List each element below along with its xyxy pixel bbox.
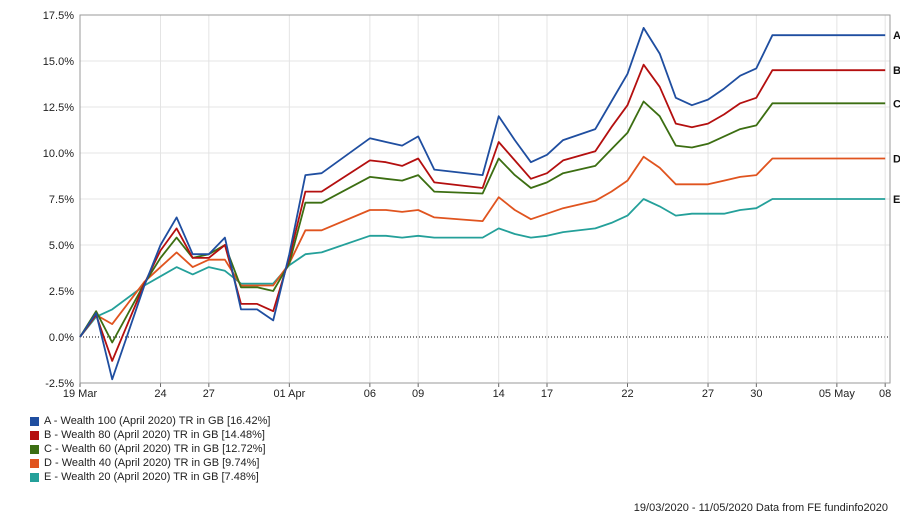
chart-legend: A - Wealth 100 (April 2020) TR in GB [16… [30,414,270,484]
series-end-label: A [893,30,900,42]
y-tick-label: 5.0% [49,240,74,252]
legend-swatch [30,458,39,468]
x-tick-label: 06 [364,388,376,400]
x-tick-label: 05 May [819,388,856,400]
series-end-label: C [893,98,900,110]
y-tick-label: 15.0% [43,56,74,68]
legend-label: B - Wealth 80 (April 2020) TR in GB [14.… [44,429,265,441]
legend-swatch [30,430,39,440]
x-tick-label: 09 [412,388,424,400]
series-line-d [79,155,886,338]
series-line-a [79,26,886,381]
legend-label: C - Wealth 60 (April 2020) TR in GB [12.… [44,443,266,455]
legend-item: B - Wealth 80 (April 2020) TR in GB [14.… [30,428,270,442]
y-tick-label: -2.5% [45,378,74,390]
y-tick-label: 17.5% [43,10,74,22]
legend-item: A - Wealth 100 (April 2020) TR in GB [16… [30,414,270,428]
x-tick-label: 27 [203,388,215,400]
legend-swatch [30,444,39,454]
data-source-footer: 19/03/2020 - 11/05/2020 Data from FE fun… [633,502,888,514]
y-tick-label: 10.0% [43,148,74,160]
series-end-label: E [893,194,900,206]
line-chart: -2.5% 0.0% 2.5% 5.0% 7.5% 10.0% 12.5% 15.0% 17.5… [43,10,900,400]
legend-label: D - Wealth 40 (April 2020) TR in GB [9.7… [44,457,260,469]
x-tick-label: 01 Apr [273,388,305,400]
legend-swatch [30,472,39,482]
series-line-e [79,198,886,338]
plot-frame [79,14,891,384]
x-tick-label: 24 [154,388,166,400]
y-tick-label: 2.5% [49,286,74,298]
legend-item: C - Wealth 60 (April 2020) TR in GB [12.… [30,442,270,456]
legend-item: D - Wealth 40 (April 2020) TR in GB [9.7… [30,456,270,470]
legend-swatch [30,416,39,426]
y-tick-label: 12.5% [43,102,74,114]
legend-label: A - Wealth 100 (April 2020) TR in GB [16… [44,415,271,427]
x-tick-label: 30 [750,388,762,400]
series-end-label: D [893,154,900,166]
x-tick-label: 22 [621,388,633,400]
series-line-b [79,63,886,362]
series-line-c [79,100,886,344]
y-tick-label: 0.0% [49,332,74,344]
x-tick-label: 14 [493,388,505,400]
y-tick-label: 7.5% [49,194,74,206]
legend-item: E - Wealth 20 (April 2020) TR in GB [7.4… [30,470,270,484]
x-tick-label: 08 [879,388,891,400]
x-tick-label: 27 [702,388,714,400]
series-end-label: B [893,65,900,77]
x-tick-label: 19 Mar [63,388,98,400]
legend-label: E - Wealth 20 (April 2020) TR in GB [7.4… [44,471,259,483]
x-tick-label: 17 [541,388,553,400]
